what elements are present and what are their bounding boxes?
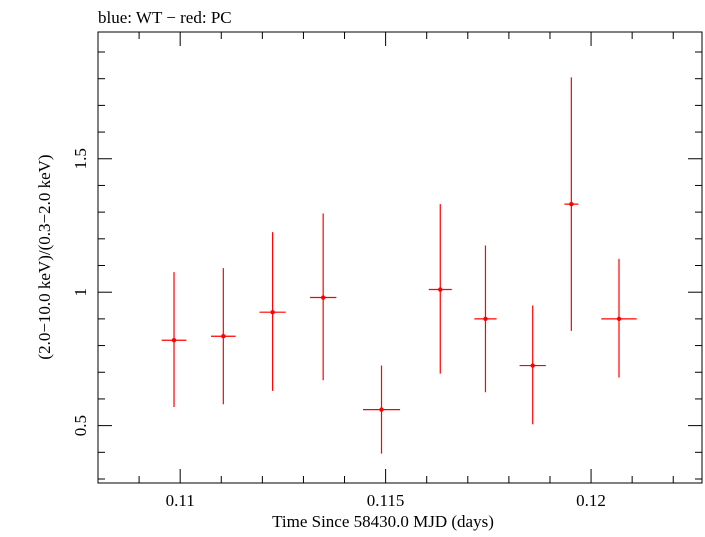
- y-tick-label: 1.5: [71, 148, 90, 169]
- data-point-marker: [616, 316, 622, 322]
- x-tick-label: 0.11: [166, 491, 195, 510]
- data-point: [259, 232, 286, 391]
- data-point: [210, 268, 236, 405]
- data-point-marker: [171, 338, 177, 343]
- data-point-marker: [438, 287, 443, 292]
- data-point-marker: [221, 334, 226, 339]
- data-point: [519, 305, 546, 425]
- x-tick-label: 0.12: [576, 491, 606, 510]
- data-point: [363, 365, 400, 454]
- plot-frame: [97, 31, 703, 484]
- data-point-marker: [483, 316, 488, 322]
- data-point: [310, 213, 337, 381]
- data-point-marker: [569, 201, 574, 207]
- data-point-marker: [530, 363, 535, 368]
- data-point-marker: [379, 407, 384, 412]
- y-tick-label: 0.5: [71, 415, 90, 436]
- data-point: [474, 245, 497, 393]
- ticks-layer: [97, 32, 702, 483]
- tick-labels-layer: 0.11 0.115 0.12 0.5 1 1.5: [71, 148, 606, 510]
- chart-title: blue: WT − red: PC: [98, 8, 232, 27]
- data-point: [564, 77, 579, 331]
- data-points-layer: [161, 77, 637, 454]
- x-axis-label: Time Since 58430.0 MJD (days): [272, 512, 494, 531]
- data-point: [428, 204, 452, 374]
- y-tick-label: 1: [71, 288, 90, 297]
- data-point-marker: [270, 310, 275, 315]
- data-point-marker: [320, 295, 326, 300]
- data-point: [601, 258, 637, 378]
- data-point: [161, 272, 187, 407]
- x-tick-label: 0.115: [367, 491, 405, 510]
- y-axis-label: (2.0−10.0 keV)/(0.3−2.0 keV): [35, 154, 54, 359]
